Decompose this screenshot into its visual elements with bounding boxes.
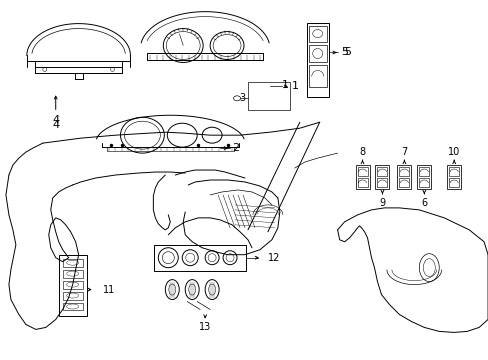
Bar — [416, 165, 430, 189]
Text: 3: 3 — [239, 93, 244, 103]
Bar — [419, 167, 428, 176]
Text: 10: 10 — [447, 147, 459, 157]
Bar — [62, 302, 82, 310]
Bar — [448, 167, 458, 176]
Bar — [62, 270, 82, 278]
Bar — [397, 165, 410, 189]
Bar — [62, 259, 82, 267]
Text: 1: 1 — [281, 80, 288, 90]
Text: 7: 7 — [401, 147, 407, 157]
Text: 2: 2 — [232, 143, 239, 153]
Text: 6: 6 — [420, 198, 427, 208]
Text: 5: 5 — [341, 48, 347, 58]
Text: 4: 4 — [52, 120, 59, 130]
Bar — [306, 23, 328, 97]
Bar — [399, 167, 408, 176]
Bar — [357, 178, 367, 187]
Bar — [154, 245, 245, 271]
Bar — [62, 280, 82, 289]
Text: 4: 4 — [52, 115, 59, 125]
Bar — [447, 165, 460, 189]
Bar — [375, 165, 388, 189]
Bar — [308, 26, 326, 41]
Bar — [399, 178, 408, 187]
Bar — [377, 178, 386, 187]
Text: 5: 5 — [344, 48, 350, 58]
Bar — [419, 178, 428, 187]
Text: 13: 13 — [199, 323, 211, 332]
Bar — [247, 82, 289, 110]
Text: 12: 12 — [267, 253, 280, 263]
Bar — [308, 45, 326, 62]
Bar — [308, 66, 326, 87]
Text: 9: 9 — [379, 198, 385, 208]
Bar — [357, 167, 367, 176]
Bar — [355, 165, 369, 189]
Bar — [62, 292, 82, 300]
Bar — [59, 255, 86, 316]
Bar — [448, 178, 458, 187]
Text: 1: 1 — [292, 81, 299, 91]
Bar — [377, 167, 386, 176]
Text: 11: 11 — [102, 284, 115, 294]
Text: 8: 8 — [359, 147, 365, 157]
